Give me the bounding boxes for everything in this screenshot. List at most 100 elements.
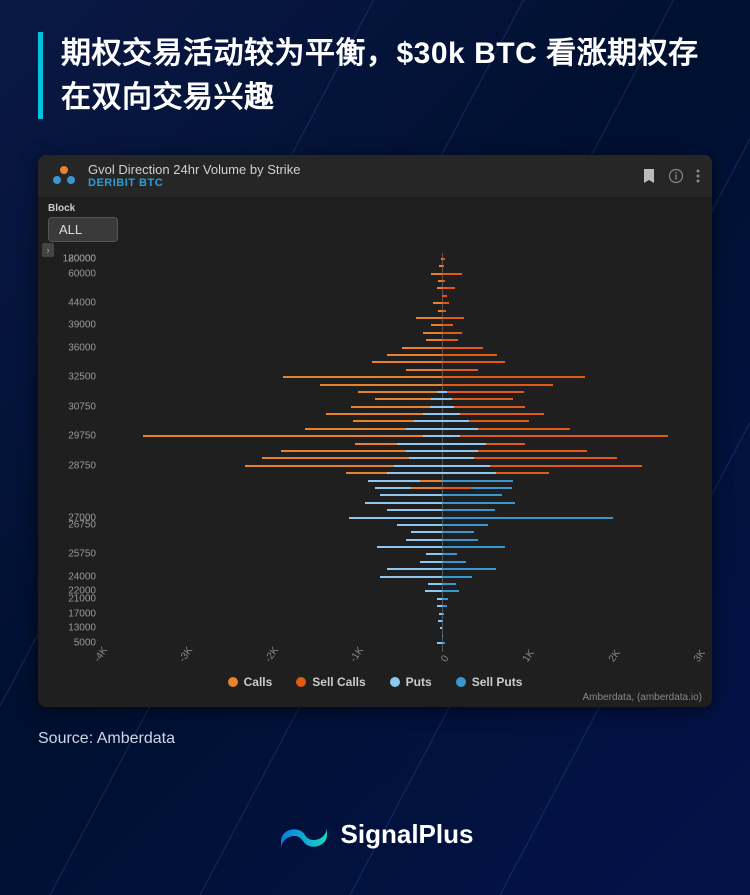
panel-subtitle: DERIBIT BTC: [88, 177, 300, 189]
chart-attribution: Amberdata, (amberdata.io): [582, 692, 702, 703]
chart-bar: [423, 413, 461, 415]
y-tick: 24000: [68, 571, 96, 582]
chart-bar: [397, 443, 486, 445]
chart-bar: [442, 494, 502, 496]
chart-bar: [349, 517, 441, 519]
legend-label: Sell Puts: [472, 675, 523, 689]
chart-bar: [431, 273, 441, 275]
chart-bar: [437, 391, 447, 393]
chart-bar: [394, 465, 490, 467]
panel-actions: [642, 168, 700, 184]
y-tick: 30750: [68, 401, 96, 412]
source-label: Source: Amberdata: [38, 730, 175, 748]
block-filter-value: ALL: [59, 222, 82, 237]
chart-bar: [387, 354, 442, 356]
chart-bar: [406, 450, 478, 452]
bookmark-icon[interactable]: [642, 168, 656, 184]
block-filter-select[interactable]: ALL: [48, 217, 118, 242]
legend-dot-icon: [456, 677, 466, 687]
chart-bar: [442, 642, 445, 644]
y-tick: 25750: [68, 549, 96, 560]
chart-bar: [442, 531, 474, 533]
chart-bar: [442, 287, 456, 289]
chart-bar: [442, 553, 457, 555]
legend-item[interactable]: Puts: [390, 675, 432, 689]
y-tick: 44000: [68, 298, 96, 309]
brand-footer: SignalPlus: [0, 815, 750, 853]
chart-bar: [283, 376, 442, 378]
chart-bar: [143, 435, 442, 437]
chart-bar: [442, 509, 495, 511]
amberdata-logo-icon: [50, 165, 78, 187]
chart-bar: [442, 487, 471, 489]
chart-bar: [414, 420, 469, 422]
chart-bar: [423, 332, 442, 334]
chart-bar: [442, 613, 445, 615]
chart-bar: [411, 487, 442, 489]
block-filter-group: Block ALL: [48, 203, 118, 242]
legend-label: Calls: [244, 675, 273, 689]
chart-bar: [442, 332, 463, 334]
chart-bar: [411, 531, 442, 533]
more-icon[interactable]: [696, 168, 700, 184]
chart-bar: [358, 391, 442, 393]
chart-bar: [442, 347, 483, 349]
chart-legend: Calls Sell Calls Puts Sell Puts: [38, 675, 712, 689]
legend-label: Puts: [406, 675, 432, 689]
chart-bar: [442, 258, 445, 260]
brand-name: SignalPlus: [341, 819, 474, 850]
chart-bar: [423, 435, 461, 437]
chart-bar: [442, 361, 505, 363]
chart-bar: [431, 398, 452, 400]
chart-bar: [420, 480, 442, 482]
chart-bar: [442, 517, 613, 519]
chart-bar: [442, 339, 458, 341]
chart-bar: [442, 406, 526, 408]
legend-item[interactable]: Sell Puts: [456, 675, 523, 689]
chart-bar: [397, 524, 441, 526]
legend-label: Sell Calls: [312, 675, 365, 689]
legend-item[interactable]: Calls: [228, 675, 273, 689]
info-icon[interactable]: [668, 168, 684, 184]
chart-bar: [442, 620, 444, 622]
chart-bar: [442, 435, 668, 437]
chart-bar: [377, 546, 442, 548]
chart-bar: [402, 347, 441, 349]
y-tick: 36000: [68, 342, 96, 353]
chart-bar: [442, 369, 478, 371]
chart-bar: [380, 576, 442, 578]
chart-bar: [442, 295, 447, 297]
block-filter-label: Block: [48, 203, 118, 214]
chart-bar: [416, 317, 442, 319]
chart-bar: [442, 539, 479, 541]
chart-bar: [442, 354, 498, 356]
chart-bar: [406, 369, 442, 371]
x-tick: 0: [439, 653, 451, 664]
chart-bar: [442, 376, 586, 378]
plot-area: 1200008000060000440003900036000325003075…: [46, 253, 704, 652]
chart-bar: [320, 384, 441, 386]
chart-bar: [442, 384, 553, 386]
y-tick: 5000: [74, 638, 96, 649]
y-tick: 32500: [68, 372, 96, 383]
chart-bar: [387, 509, 442, 511]
chart-bar: [406, 428, 478, 430]
chart-bar: [380, 494, 442, 496]
panel-title: Gvol Direction 24hr Volume by Strike: [88, 163, 300, 177]
y-tick: 29750: [68, 431, 96, 442]
chart-bar: [387, 568, 442, 570]
panel-title-group: Gvol Direction 24hr Volume by Strike DER…: [88, 163, 300, 189]
chart-bar: [441, 258, 442, 260]
y-tick: 80000: [68, 253, 96, 264]
panel-header: Gvol Direction 24hr Volume by Strike DER…: [38, 155, 712, 197]
legend-item[interactable]: Sell Calls: [296, 675, 365, 689]
chart-bar: [351, 406, 442, 408]
chart-bar: [442, 635, 444, 637]
chart-bar: [442, 480, 514, 482]
y-tick: 26750: [68, 519, 96, 530]
chart-bar: [442, 265, 445, 267]
chart-bar: [442, 502, 515, 504]
chart-bar: [409, 457, 474, 459]
legend-dot-icon: [228, 677, 238, 687]
chart-bar: [442, 310, 446, 312]
